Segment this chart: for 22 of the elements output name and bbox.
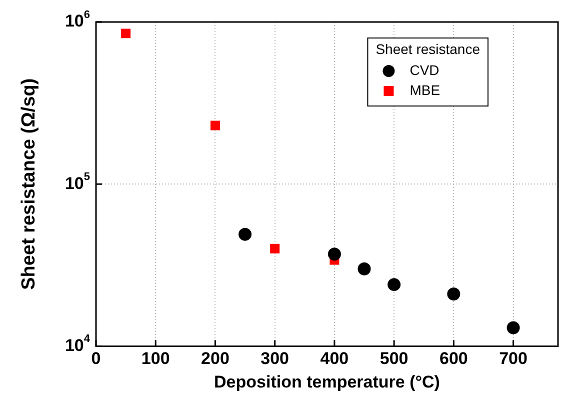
point	[210, 120, 220, 130]
x-tick-label: 700	[499, 349, 528, 368]
x-tick-label: 500	[380, 349, 408, 368]
point	[388, 278, 401, 292]
x-tick-label: 0	[91, 349, 101, 368]
legend-title: Sheet resistance	[376, 40, 480, 57]
x-tick-label: 100	[141, 349, 170, 368]
x-tick-label: 300	[260, 349, 290, 368]
point	[358, 262, 371, 276]
point	[238, 228, 252, 241]
point	[328, 248, 341, 261]
legend-label: MBE	[410, 82, 440, 98]
point	[506, 321, 520, 334]
x-tick-label: 200	[201, 349, 230, 368]
legend-label: CVD	[410, 62, 440, 78]
point	[121, 28, 131, 38]
x-tick-label: 600	[439, 349, 468, 368]
point	[270, 244, 280, 254]
x-tick-label: 400	[320, 349, 349, 368]
point	[447, 287, 460, 300]
y-axis-title: Sheet resistance (Ω/sq)	[18, 78, 40, 290]
x-axis-title: Deposition temperature (°C)	[214, 372, 440, 392]
